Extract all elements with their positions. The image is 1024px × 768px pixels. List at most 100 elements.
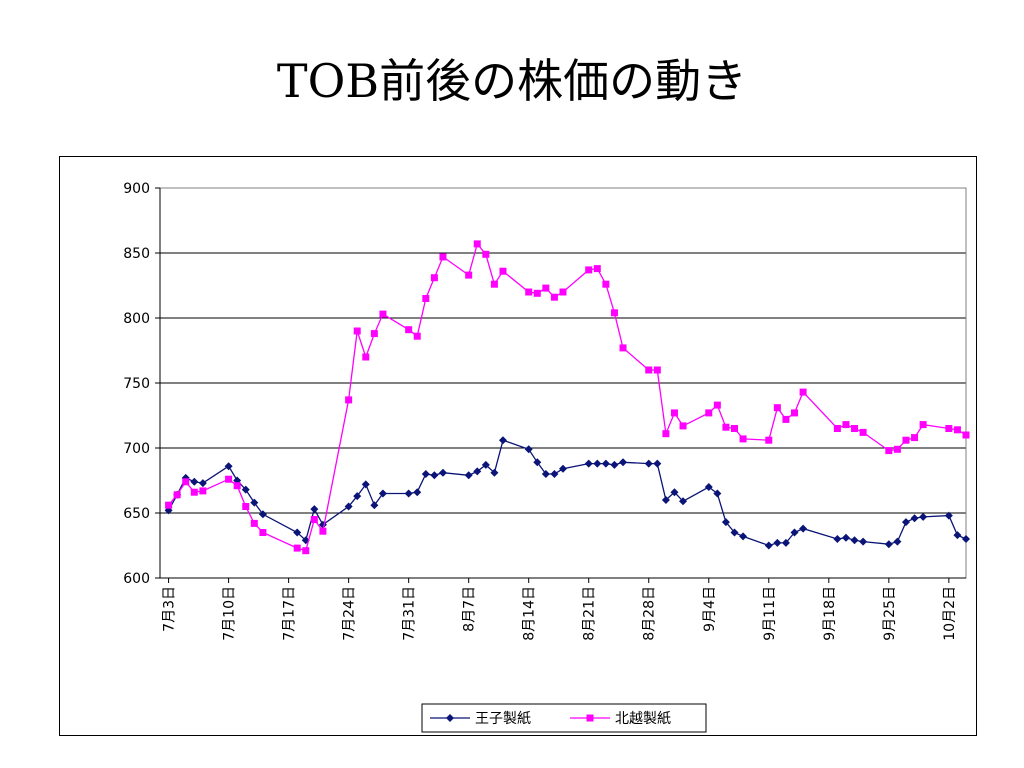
data-point (250, 498, 259, 507)
data-point (499, 267, 507, 275)
y-tick-label: 850 (123, 246, 150, 262)
x-tick-label: 8月14日 (522, 586, 538, 641)
data-point (533, 289, 541, 297)
data-point (190, 488, 198, 496)
data-point (953, 426, 961, 434)
data-point (404, 489, 413, 498)
data-point (910, 514, 919, 523)
legend-label: 王子製紙 (475, 711, 531, 727)
data-point (610, 460, 619, 469)
series-1 (164, 436, 970, 550)
data-point (782, 415, 790, 423)
data-point (739, 435, 747, 443)
data-point (919, 421, 927, 429)
x-tick-label: 9月25日 (882, 586, 898, 641)
data-point (490, 280, 498, 288)
data-point (199, 487, 207, 495)
data-point (722, 423, 730, 431)
data-point (233, 482, 241, 490)
data-point (405, 326, 413, 334)
y-tick-label: 800 (123, 311, 150, 327)
data-point (465, 271, 473, 279)
x-tick-label: 10月2日 (942, 586, 958, 641)
data-point (258, 510, 267, 519)
data-point (378, 489, 387, 498)
data-point (498, 436, 507, 445)
data-point (705, 409, 713, 417)
data-point (310, 505, 319, 514)
x-tick-label: 7月17日 (282, 586, 298, 641)
data-point (713, 401, 721, 409)
data-point (413, 488, 422, 497)
data-point (559, 464, 567, 473)
data-point (602, 280, 610, 288)
y-tick-label: 900 (123, 181, 150, 197)
data-point (259, 529, 267, 536)
x-tick-label: 9月11日 (762, 586, 778, 641)
data-point (584, 459, 593, 468)
data-point (670, 409, 678, 417)
data-point (661, 496, 670, 504)
x-tick-label: 9月18日 (822, 586, 838, 641)
data-point (859, 428, 867, 436)
data-point (765, 436, 773, 444)
x-tick-label: 7月3日 (162, 586, 178, 632)
data-point (242, 503, 250, 510)
data-point (585, 266, 593, 274)
data-point (224, 462, 233, 471)
data-point (542, 284, 550, 292)
data-point (730, 425, 738, 432)
y-tick-label: 700 (123, 441, 150, 457)
data-point (791, 409, 799, 417)
data-point (370, 330, 378, 338)
data-point (533, 458, 542, 467)
slide-title: TOB前後の株価の動き (276, 54, 748, 108)
data-point (430, 274, 438, 282)
data-point (353, 492, 362, 501)
data-point (704, 483, 713, 491)
data-point (198, 479, 207, 488)
data-point (421, 470, 430, 478)
y-tick-label: 650 (123, 506, 150, 522)
data-point (473, 467, 482, 476)
data-point (525, 288, 533, 296)
data-point (833, 535, 842, 543)
data-point (345, 396, 353, 404)
data-point (799, 524, 808, 533)
data-point (790, 528, 799, 537)
data-point (481, 460, 490, 469)
data-point (670, 488, 679, 497)
data-point (859, 537, 868, 546)
data-point (953, 531, 962, 540)
data-point (550, 293, 558, 301)
data-point (422, 295, 430, 302)
series-2 (165, 240, 970, 555)
data-point (413, 332, 421, 340)
data-point (593, 265, 601, 273)
data-point (799, 388, 807, 396)
data-point (225, 475, 233, 483)
data-point (885, 447, 893, 455)
x-tick-label: 7月31日 (402, 586, 418, 641)
data-point (362, 353, 370, 361)
data-point (241, 485, 250, 494)
data-point (884, 540, 893, 549)
data-point (293, 528, 302, 537)
data-point (842, 421, 850, 429)
data-point (430, 471, 439, 480)
data-point (721, 518, 730, 527)
x-tick-label: 8月21日 (582, 586, 598, 641)
data-point (619, 344, 627, 352)
y-tick-label: 600 (123, 571, 150, 587)
data-point (713, 489, 722, 498)
data-point (764, 541, 773, 550)
data-point (361, 480, 370, 489)
data-point (679, 497, 688, 506)
data-point (344, 502, 353, 511)
data-point (302, 547, 310, 555)
data-point (679, 422, 687, 430)
data-point (781, 538, 790, 547)
data-point (962, 431, 970, 439)
data-point (370, 501, 379, 510)
